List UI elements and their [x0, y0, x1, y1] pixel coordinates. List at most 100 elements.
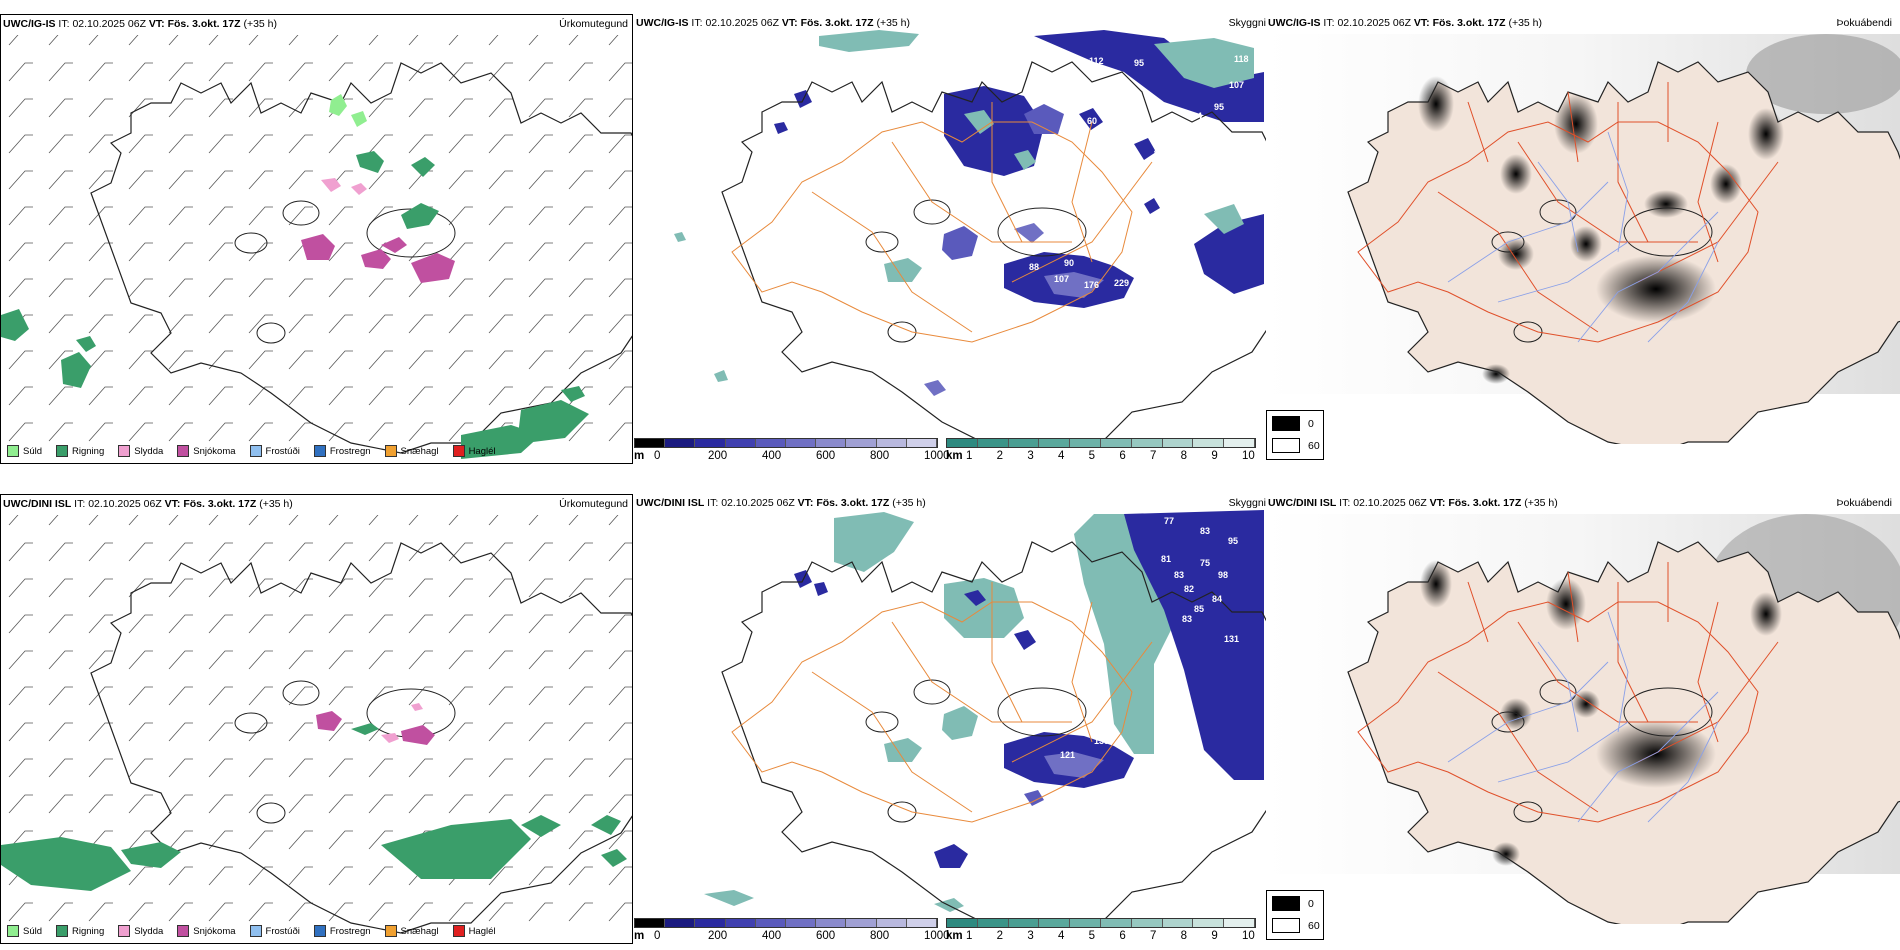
panel-header: UWC/DINI ISL IT: 02.10.2025 06Z VT: Fös.… [1268, 497, 1558, 509]
colorbar-tick: 400 [762, 450, 782, 462]
legend-label: Snjókoma [193, 925, 236, 937]
it-value: 02.10.2025 06Z [72, 18, 146, 30]
it-value: 02.10.2025 06Z [88, 498, 162, 510]
panel-title: Þokuábendi [1836, 497, 1892, 509]
vt-value: Fös. 3.okt. 17Z [1448, 497, 1522, 509]
cloud-base-value: 88 [1040, 724, 1050, 734]
colorbar-tick: 4 [1058, 930, 1065, 942]
colorbar-bin [665, 439, 696, 447]
legend-swatch [118, 445, 131, 457]
panel-header: UWC/IG-IS IT: 02.10.2025 06Z VT: Fös. 3.… [3, 18, 277, 30]
cloud-base-value: 48 [1154, 146, 1164, 156]
legend-swatch [452, 925, 465, 937]
it-label: IT: [691, 17, 703, 29]
legend-label: Súld [23, 925, 43, 937]
legend-swatch [313, 925, 326, 937]
cloud-base-value: 176 [1084, 280, 1099, 290]
cloud-base-value: 90 [1064, 258, 1074, 268]
cloud-base-value: 107 [1054, 274, 1069, 284]
legend-label: Haglél [468, 925, 496, 937]
legend-swatch [177, 925, 190, 937]
legend-label: Snjókoma [193, 445, 236, 457]
fog-legend-top: 0 60 [1266, 410, 1324, 460]
cloud-base-value: 83 [1200, 526, 1210, 536]
panel-title: Skyggni [1228, 17, 1266, 29]
colorbar-tick: 2 [996, 930, 1004, 942]
panel-title: Þokuábendi [1836, 17, 1892, 29]
legend-item: Frostúði [249, 445, 300, 457]
colorbar-bin [1162, 919, 1194, 927]
colorbar-bin [816, 439, 847, 447]
precip-type-panel-bottom: UWC/DINI ISL IT: 02.10.2025 06Z VT: Fös.… [0, 494, 633, 944]
legend-swatch [249, 925, 262, 937]
colorbar-tick: 8 [1180, 450, 1188, 462]
legend-swatch [7, 925, 19, 937]
legend-item: Frostregn [313, 925, 371, 937]
fog-legend-item: 60 [1272, 438, 1320, 453]
cloud-base-labels-top: 112 95 118 107 94 95 60 48 104 252 88 90 107 176 229 [1029, 54, 1249, 290]
colorbar-tick: 9 [1211, 930, 1218, 942]
cloud-base-value: 82 [1184, 584, 1194, 594]
fog-panel-bottom: UWC/DINI ISL IT: 02.10.2025 06Z VT: Fös.… [1266, 494, 1900, 944]
legend-item: Snjókoma [177, 925, 236, 937]
it-value: 02.10.2025 06Z [1353, 497, 1427, 509]
cloud-base-value: 131 [1224, 634, 1239, 644]
cloud-base-value: 84 [1212, 594, 1222, 604]
legend-item: Rigning [56, 445, 104, 457]
legend-item: Haglél [452, 445, 496, 457]
lead-time: (+35 h) [259, 498, 293, 510]
fog-legend-value: 60 [1308, 439, 1320, 452]
cloud-base-value: 95 [1214, 102, 1224, 112]
clouds-panel-bottom: 81 77 83 95 81 75 98 83 82 84 85 83 131 175 88 121 139 91… [634, 494, 1266, 944]
colorbar-bin [1008, 439, 1040, 447]
colorbar-bin [1193, 439, 1225, 447]
vt-label: VT: [1413, 17, 1430, 29]
cloud-base-value: 91 [1224, 784, 1234, 794]
colorbar-bin [876, 919, 907, 927]
colorbar-strip [946, 918, 1256, 928]
legend-label: Snæhagl [400, 925, 439, 937]
model-name: UWC/IG-IS [1268, 17, 1321, 29]
it-label: IT: [58, 18, 70, 30]
colorbar-tick: 6 [1119, 930, 1126, 942]
colorbar-bin [1224, 919, 1255, 927]
colorbar-bin [816, 919, 847, 927]
colorbar-tick: 1000 [924, 450, 950, 462]
precip-type-map-top [1, 35, 632, 459]
colorbar-tick: 0 [654, 930, 661, 942]
legend-label: Súld [23, 445, 43, 457]
colorbar-tick: 200 [708, 450, 728, 462]
legend-label: Rigning [72, 445, 105, 457]
colorbar-bin [1039, 919, 1071, 927]
legend-item: Súld [7, 445, 42, 457]
vt-label: VT: [148, 18, 165, 30]
panel-header: UWC/DINI ISL IT: 02.10.2025 06Z VT: Fös.… [3, 498, 293, 510]
colorbar-bin [1070, 919, 1101, 927]
lead-time: (+35 h) [892, 497, 926, 509]
legend-swatch [56, 445, 69, 457]
legend-label: Frostúði [265, 925, 300, 937]
colorbar-bin [755, 919, 787, 927]
cloud-base-value: 118 [1234, 54, 1249, 64]
colorbar-bin [1100, 919, 1132, 927]
legend-swatch [249, 445, 262, 457]
cloud-base-value: 104 [1040, 244, 1055, 254]
cloud-base-value: 75 [1200, 558, 1210, 568]
colorbar-bin [906, 919, 938, 927]
colorbar-tick: 200 [708, 930, 728, 942]
colorbar-tick: 7 [1150, 930, 1157, 942]
cloud-base-value: 95 [1134, 58, 1144, 68]
precip-areas-top [1, 94, 589, 459]
colorbar-bin [876, 439, 907, 447]
legend-item: Snæhagl [384, 445, 439, 457]
cloud-base-value: 98 [1218, 570, 1228, 580]
legend-label: Slydda [134, 445, 164, 457]
clouds-map-top: 112 95 118 107 94 95 60 48 104 252 88 90 107 176 229 [674, 30, 1266, 444]
legend-item: Slydda [118, 445, 163, 457]
legend-swatch [452, 445, 465, 457]
colorbar-bin [635, 439, 666, 447]
legend-swatch [384, 925, 397, 937]
fog-legend-swatch [1272, 918, 1300, 933]
legend-item: Frostregn [313, 445, 371, 457]
vt-label: VT: [781, 17, 798, 29]
